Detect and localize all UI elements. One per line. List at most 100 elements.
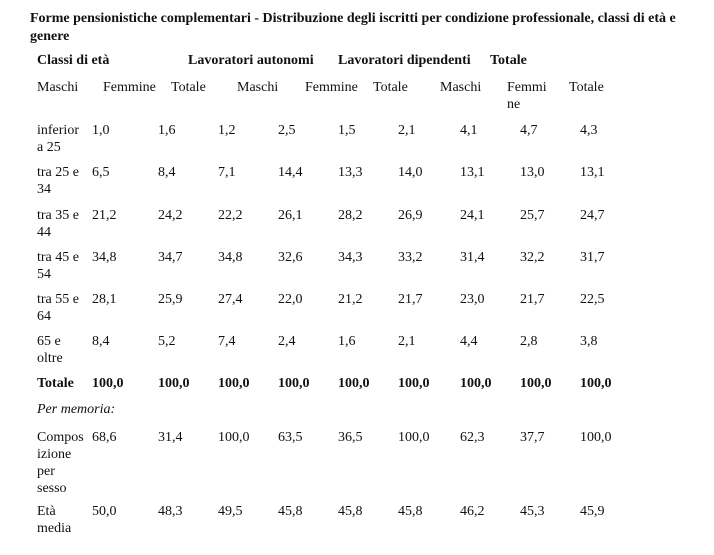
cell: 45,8 bbox=[278, 504, 303, 519]
cell: 100,0 bbox=[338, 376, 370, 391]
cell: 1,0 bbox=[92, 123, 110, 138]
cell: 24,2 bbox=[158, 208, 183, 223]
sub-header: Totale bbox=[171, 80, 206, 95]
cell: 2,5 bbox=[278, 123, 296, 138]
sub-header: Totale bbox=[569, 80, 604, 95]
cell: 13,3 bbox=[338, 165, 363, 180]
cell: 4,1 bbox=[460, 123, 478, 138]
cell: 45,8 bbox=[338, 504, 363, 519]
cell: 36,5 bbox=[338, 430, 363, 445]
row-label: Età media bbox=[37, 504, 72, 536]
cell: 23,0 bbox=[460, 292, 485, 307]
row-label: tra 55 e 64 bbox=[37, 292, 79, 324]
cell: 34,3 bbox=[338, 250, 363, 265]
cell: 24,7 bbox=[580, 208, 605, 223]
cell: 21,2 bbox=[338, 292, 363, 307]
cell: 13,1 bbox=[580, 165, 605, 180]
cell: 8,4 bbox=[92, 334, 110, 349]
group-header: Totale bbox=[490, 53, 527, 68]
row-label: 65 e oltre bbox=[37, 334, 63, 366]
cell: 48,3 bbox=[158, 504, 183, 519]
cell: 21,7 bbox=[520, 292, 545, 307]
cell: 2,1 bbox=[398, 123, 416, 138]
cell: 26,9 bbox=[398, 208, 423, 223]
cell: 28,2 bbox=[338, 208, 363, 223]
group-header: Lavoratori autonomi bbox=[188, 53, 314, 68]
cell: 1,5 bbox=[338, 123, 356, 138]
cell: 100,0 bbox=[278, 376, 310, 391]
cell: 8,4 bbox=[158, 165, 176, 180]
cell: 100,0 bbox=[218, 430, 250, 445]
cell: 4,3 bbox=[580, 123, 598, 138]
cell: 5,2 bbox=[158, 334, 176, 349]
cell: 25,7 bbox=[520, 208, 545, 223]
cell: 24,1 bbox=[460, 208, 485, 223]
cell: 34,7 bbox=[158, 250, 183, 265]
cell: 3,8 bbox=[580, 334, 598, 349]
cell: 32,6 bbox=[278, 250, 303, 265]
cell: 1,2 bbox=[218, 123, 236, 138]
cell: 100,0 bbox=[158, 376, 190, 391]
row-label: tra 35 e 44 bbox=[37, 208, 79, 240]
cell: 1,6 bbox=[158, 123, 176, 138]
group-header: Lavoratori dipendenti bbox=[338, 53, 471, 68]
cell: 100,0 bbox=[580, 430, 612, 445]
cell: 45,9 bbox=[580, 504, 605, 519]
cell: 34,8 bbox=[218, 250, 243, 265]
cell: 31,4 bbox=[158, 430, 183, 445]
cell: 32,2 bbox=[520, 250, 545, 265]
cell: 100,0 bbox=[398, 376, 430, 391]
cell: 7,4 bbox=[218, 334, 236, 349]
cell: 49,5 bbox=[218, 504, 243, 519]
sub-header: Femmine bbox=[103, 80, 156, 95]
sub-header: Maschi bbox=[440, 80, 482, 95]
sub-header: Maschi bbox=[37, 80, 79, 95]
sub-header: Femmine bbox=[507, 80, 547, 112]
note: Per memoria: bbox=[37, 402, 116, 417]
cell: 2,1 bbox=[398, 334, 416, 349]
cell: 100,0 bbox=[398, 430, 430, 445]
cell: 100,0 bbox=[92, 376, 124, 391]
cell: 100,0 bbox=[460, 376, 492, 391]
cell: 46,2 bbox=[460, 504, 485, 519]
cell: 4,4 bbox=[460, 334, 478, 349]
cell: 25,9 bbox=[158, 292, 183, 307]
cell: 45,8 bbox=[398, 504, 423, 519]
title: Forme pensionistiche complementari - Dis… bbox=[30, 11, 676, 44]
cell: 22,2 bbox=[218, 208, 243, 223]
cell: 68,6 bbox=[92, 430, 117, 445]
cell: 100,0 bbox=[218, 376, 250, 391]
cell: 50,0 bbox=[92, 504, 117, 519]
cell: 2,8 bbox=[520, 334, 538, 349]
cell: 22,5 bbox=[580, 292, 605, 307]
sub-header: Maschi bbox=[237, 80, 279, 95]
cell: 26,1 bbox=[278, 208, 303, 223]
cell: 27,4 bbox=[218, 292, 243, 307]
cell: 100,0 bbox=[580, 376, 612, 391]
cell: 14,4 bbox=[278, 165, 303, 180]
cell: 14,0 bbox=[398, 165, 423, 180]
cell: 62,3 bbox=[460, 430, 485, 445]
row-label: inferior a 25 bbox=[37, 123, 79, 155]
cell: 1,6 bbox=[338, 334, 356, 349]
cell: 7,1 bbox=[218, 165, 236, 180]
row-label: tra 45 e 54 bbox=[37, 250, 79, 282]
cell: 63,5 bbox=[278, 430, 303, 445]
sub-header: Totale bbox=[373, 80, 408, 95]
cell: 31,4 bbox=[460, 250, 485, 265]
cell: 45,3 bbox=[520, 504, 545, 519]
cell: 21,2 bbox=[92, 208, 117, 223]
cell: 6,5 bbox=[92, 165, 110, 180]
cell: 37,7 bbox=[520, 430, 545, 445]
cell: 13,1 bbox=[460, 165, 485, 180]
group-header: Classi di età bbox=[37, 53, 110, 68]
cell: 13,0 bbox=[520, 165, 545, 180]
cell: 22,0 bbox=[278, 292, 303, 307]
cell: 2,4 bbox=[278, 334, 296, 349]
row-label: Composizione per sesso bbox=[37, 430, 84, 496]
cell: 28,1 bbox=[92, 292, 117, 307]
row-label: Totale bbox=[37, 376, 74, 391]
cell: 100,0 bbox=[520, 376, 552, 391]
cell: 34,8 bbox=[92, 250, 117, 265]
